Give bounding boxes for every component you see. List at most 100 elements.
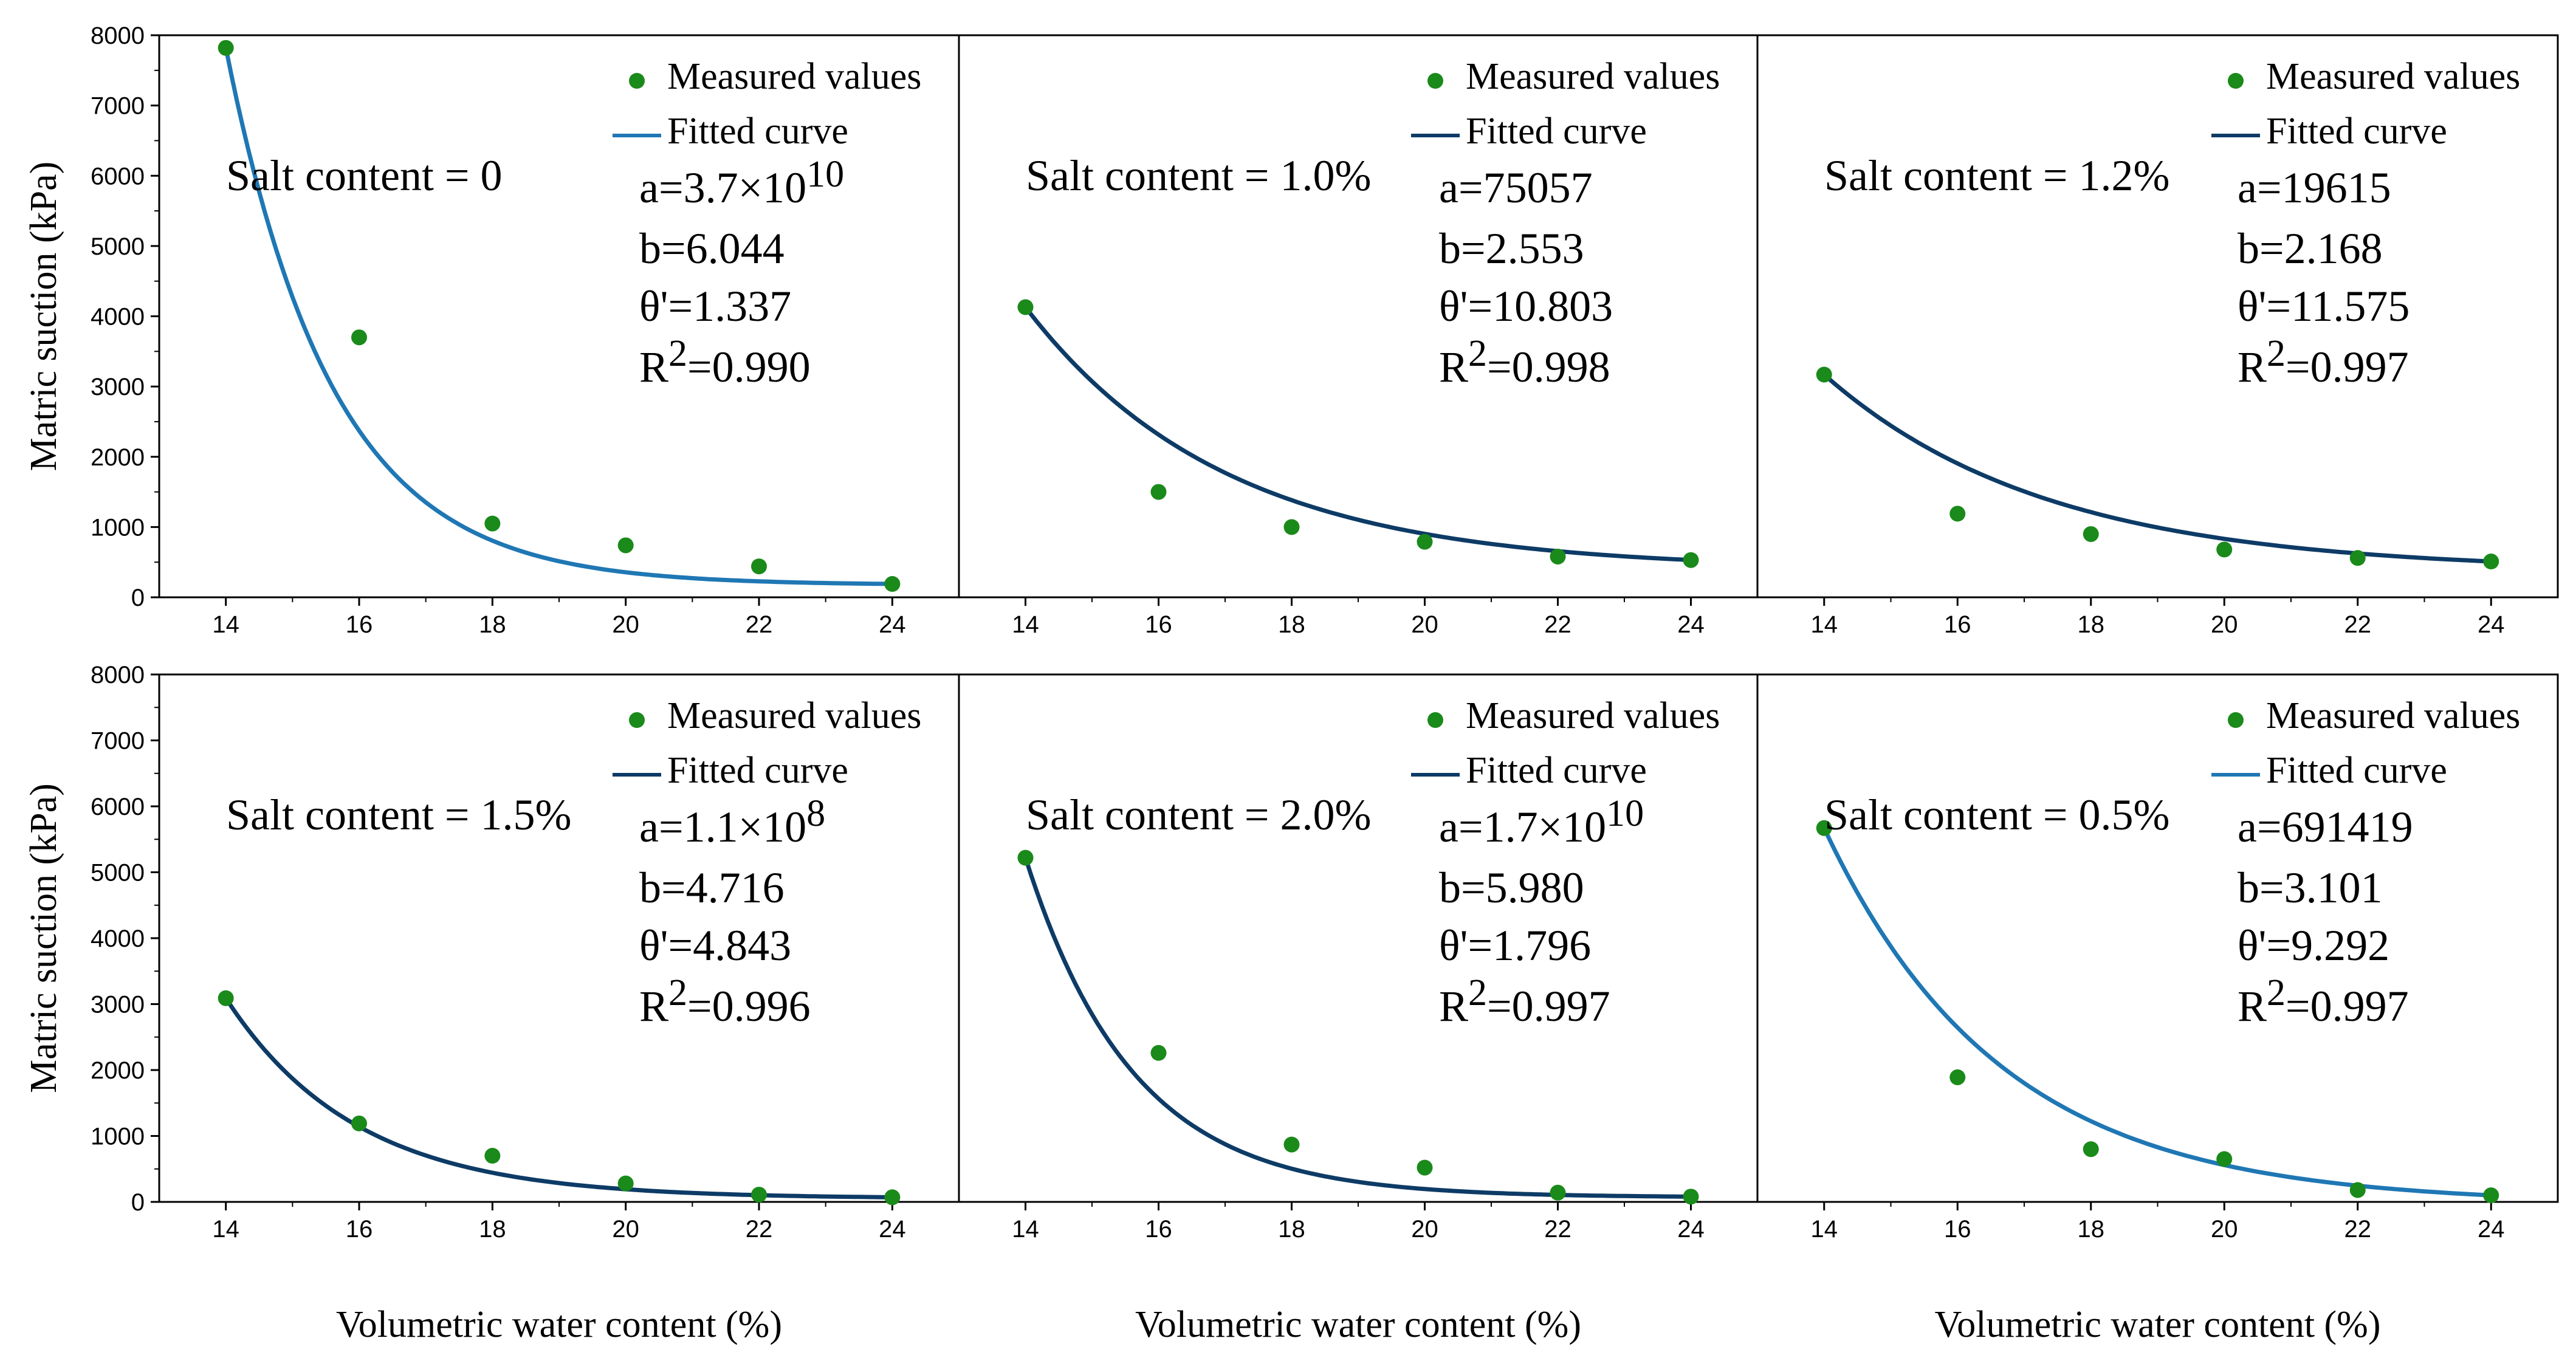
x-tick-label: 24 xyxy=(2478,611,2505,638)
param-b: b=5.980 xyxy=(1439,863,1584,912)
y-tick-label: 2000 xyxy=(91,1057,145,1084)
y-tick-label: 0 xyxy=(131,1189,145,1216)
param-a-exponent: 10 xyxy=(806,154,844,195)
panel-4: 14 16 18 20 22 24 0 1000 2000 3000 4000 5000 6000 700… xyxy=(91,662,960,1243)
y-tick-label: 1000 xyxy=(91,1124,145,1150)
param-r2-value: =0.997 xyxy=(2286,982,2409,1031)
param-r2-symbol: R xyxy=(2238,343,2267,391)
salt-content-label: Salt content = 1.0% xyxy=(1026,151,1372,200)
measured-point xyxy=(2483,1187,2499,1204)
fitted-curve xyxy=(224,997,893,1199)
param-a: a=691419 xyxy=(2238,803,2413,851)
param-r2-value: =0.998 xyxy=(1487,343,1610,391)
legend-marker-measured xyxy=(2228,73,2244,89)
panel-6: 14 16 18 20 22 24 Measured values Fitted curve S… xyxy=(1756,673,2559,1243)
x-tick-label: 16 xyxy=(1145,611,1172,638)
x-tick-label: 16 xyxy=(1944,1216,1971,1243)
x-tick-label: 22 xyxy=(2344,1216,2372,1243)
measured-point xyxy=(1683,1189,1699,1205)
legend-label-fitted: Fitted curve xyxy=(2266,750,2447,791)
panel-3: 14 16 18 20 22 24 Measured values Fitted curve S… xyxy=(1756,34,2559,638)
param-r2-exponent: 2 xyxy=(2267,333,2286,374)
fitted-curve xyxy=(224,47,893,586)
param-theta: θ'=1.337 xyxy=(639,282,791,331)
y-tick-label: 0 xyxy=(131,585,145,611)
measured-point xyxy=(1150,484,1167,500)
param-b: b=6.044 xyxy=(639,224,785,273)
param-a: a=1.7×1010 xyxy=(1439,793,1644,851)
param-a-exponent: 10 xyxy=(1606,793,1644,834)
measured-point xyxy=(1283,519,1300,535)
salt-content-label: Salt content = 0 xyxy=(226,151,503,200)
x-tick-label: 14 xyxy=(1811,611,1838,638)
param-a-base: a=691419 xyxy=(2238,803,2413,851)
param-a: a=3.7×1010 xyxy=(639,154,844,212)
x-tick-label: 14 xyxy=(212,611,239,638)
param-r2: R2=0.997 xyxy=(1439,972,1610,1031)
param-a-base: a=1.1×10 xyxy=(639,803,806,851)
param-b: b=2.553 xyxy=(1439,224,1584,273)
measured-point xyxy=(2349,1182,2366,1198)
param-r2: R2=0.997 xyxy=(2238,972,2409,1031)
param-b: b=2.168 xyxy=(2238,224,2383,273)
y-tick-label: 1000 xyxy=(91,514,145,541)
x-tick-label: 16 xyxy=(1944,611,1971,638)
param-r2-symbol: R xyxy=(639,982,668,1031)
legend-label-measured: Measured values xyxy=(667,695,921,736)
measured-point xyxy=(484,515,501,532)
measured-point xyxy=(617,1175,634,1192)
measured-point xyxy=(1683,552,1699,568)
y-axis-title: Matric suction (kPa) xyxy=(23,783,64,1093)
y-tick-label: 3000 xyxy=(91,992,145,1018)
x-tick-label: 20 xyxy=(612,611,639,638)
x-tick-label: 14 xyxy=(212,1216,239,1243)
x-tick-label: 20 xyxy=(1411,1216,1438,1243)
param-r2-symbol: R xyxy=(639,343,668,391)
measured-point xyxy=(2083,526,2099,542)
salt-content-label: Salt content = 1.5% xyxy=(226,791,572,839)
x-axis-title: Volumetric water content (%) xyxy=(336,1304,782,1345)
measured-point xyxy=(1816,820,1832,836)
salt-content-label: Salt content = 0.5% xyxy=(1824,791,2170,839)
measured-point xyxy=(1550,548,1566,564)
salt-content-label: Salt content = 1.2% xyxy=(1824,151,2170,200)
salt-content-label: Salt content = 2.0% xyxy=(1026,791,1372,839)
legend-label-measured: Measured values xyxy=(2266,695,2520,736)
x-tick-label: 14 xyxy=(1012,611,1039,638)
param-theta: θ'=10.803 xyxy=(1439,282,1613,331)
measured-point xyxy=(351,1115,367,1131)
measured-point xyxy=(884,576,901,592)
y-tick-label: 7000 xyxy=(91,93,145,120)
y-axis-title: Matric suction (kPa) xyxy=(23,162,64,472)
y-tick-label: 6000 xyxy=(91,163,145,190)
param-a-base: a=75057 xyxy=(1439,163,1593,212)
x-tick-label: 16 xyxy=(346,611,373,638)
param-r2-exponent: 2 xyxy=(668,972,687,1014)
panel-2: 14 16 18 20 22 24 Measured values Fitted curve S… xyxy=(958,34,1759,638)
x-tick-label: 24 xyxy=(2478,1216,2505,1243)
param-r2-value: =0.997 xyxy=(1487,982,1610,1031)
param-r2-exponent: 2 xyxy=(1468,333,1487,374)
measured-point xyxy=(1949,1069,1966,1085)
param-theta: θ'=9.292 xyxy=(2238,921,2389,970)
x-tick-label: 24 xyxy=(879,1216,906,1243)
param-b: b=3.101 xyxy=(2238,863,2383,912)
legend-label-fitted: Fitted curve xyxy=(1466,750,1647,791)
fitted-curve xyxy=(1023,857,1691,1199)
panel-5: 14 16 18 20 22 24 Measured values Fitted curve S… xyxy=(958,673,1759,1243)
y-tick-label: 8000 xyxy=(91,662,145,688)
x-tick-label: 20 xyxy=(1411,611,1438,638)
param-r2-symbol: R xyxy=(2238,982,2267,1031)
y-tick-label: 4000 xyxy=(91,304,145,331)
measured-point xyxy=(617,537,634,554)
x-tick-label: 24 xyxy=(879,611,906,638)
measured-point xyxy=(218,990,234,1006)
x-axis-title: Volumetric water content (%) xyxy=(1935,1304,2381,1345)
param-a-base: a=19615 xyxy=(2238,163,2391,212)
param-a: a=19615 xyxy=(2238,163,2391,212)
x-tick-label: 22 xyxy=(2344,611,2372,638)
x-tick-label: 22 xyxy=(746,1216,773,1243)
legend-label-measured: Measured values xyxy=(1466,695,1720,736)
legend-marker-measured xyxy=(629,73,645,89)
measured-point xyxy=(1550,1184,1566,1201)
